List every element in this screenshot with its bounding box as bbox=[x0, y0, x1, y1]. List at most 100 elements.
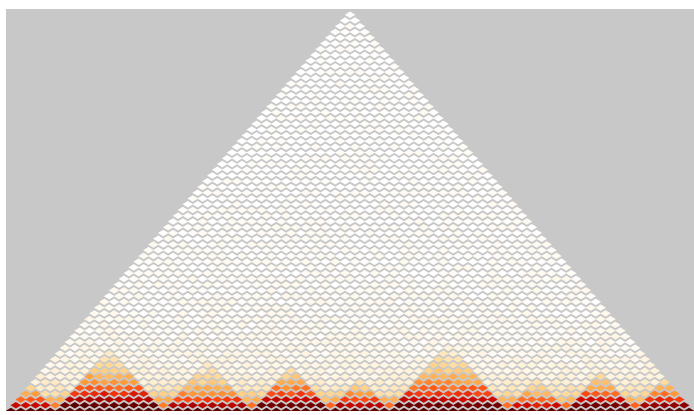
heatmap-cell bbox=[521, 218, 533, 225]
heatmap-cell bbox=[280, 384, 292, 392]
heatmap-cell bbox=[25, 384, 36, 392]
heatmap-cell bbox=[315, 379, 326, 386]
heatmap-cell bbox=[462, 298, 474, 306]
heatmap-cell bbox=[216, 229, 228, 237]
heatmap-cell bbox=[349, 97, 361, 105]
heatmap-cell bbox=[575, 304, 587, 311]
heatmap-cell bbox=[138, 401, 149, 409]
heatmap-cell bbox=[177, 344, 189, 352]
heatmap-cell bbox=[369, 246, 380, 254]
heatmap-cell bbox=[511, 229, 523, 237]
heatmap-cell bbox=[89, 310, 100, 317]
heatmap-cell bbox=[310, 86, 321, 93]
heatmap-cell bbox=[251, 120, 262, 128]
heatmap-cell bbox=[423, 126, 434, 133]
heatmap-cell bbox=[403, 275, 415, 283]
heatmap-cell bbox=[113, 304, 125, 311]
heatmap-cell bbox=[374, 126, 385, 133]
heatmap-cell bbox=[433, 206, 444, 214]
heatmap-cell bbox=[393, 241, 405, 248]
heatmap-cell bbox=[138, 264, 149, 271]
heatmap-cell bbox=[280, 292, 292, 300]
heatmap-cell bbox=[619, 367, 631, 375]
heatmap-cell bbox=[207, 195, 218, 202]
heatmap-cell bbox=[482, 390, 493, 398]
heatmap-cell bbox=[482, 183, 493, 191]
heatmap-cell bbox=[369, 281, 380, 288]
heatmap-cell bbox=[84, 338, 95, 346]
heatmap-cell bbox=[384, 287, 395, 294]
heatmap-cell bbox=[369, 74, 380, 82]
heatmap-cell bbox=[374, 344, 385, 352]
heatmap-cell bbox=[310, 109, 321, 116]
heatmap-cell bbox=[295, 310, 307, 317]
heatmap-cell bbox=[329, 212, 341, 220]
heatmap-cell bbox=[492, 229, 503, 237]
heatmap-cell bbox=[275, 195, 287, 202]
heatmap-cell bbox=[295, 252, 307, 260]
heatmap-cell bbox=[256, 287, 267, 294]
heatmap-cell bbox=[177, 264, 189, 271]
heatmap-cell bbox=[207, 183, 218, 191]
heatmap-cell bbox=[393, 379, 405, 386]
heatmap-cell bbox=[236, 298, 248, 306]
heatmap-cell bbox=[541, 379, 552, 386]
heatmap-cell bbox=[261, 155, 272, 162]
heatmap-cell bbox=[280, 407, 292, 411]
heatmap-cell bbox=[94, 338, 105, 346]
heatmap-cell bbox=[128, 344, 140, 352]
heatmap-cell bbox=[54, 361, 66, 369]
heatmap-cell bbox=[344, 183, 356, 191]
heatmap-cell bbox=[359, 281, 371, 288]
heatmap-cell bbox=[624, 338, 636, 346]
heatmap-cell bbox=[364, 149, 375, 156]
heatmap-cell bbox=[133, 361, 144, 369]
heatmap-cell bbox=[369, 223, 380, 231]
heatmap-cell bbox=[339, 28, 351, 36]
heatmap-cell bbox=[157, 264, 169, 271]
heatmap-cell bbox=[369, 132, 380, 139]
heatmap-cell bbox=[290, 212, 302, 220]
heatmap-cell bbox=[349, 269, 361, 277]
heatmap-cell bbox=[300, 189, 312, 197]
heatmap-cell bbox=[580, 287, 592, 294]
heatmap-cell bbox=[379, 132, 390, 139]
heatmap-cell bbox=[285, 379, 297, 386]
heatmap-cell bbox=[251, 269, 262, 277]
heatmap-cell bbox=[113, 384, 125, 392]
heatmap-cell bbox=[280, 212, 292, 220]
heatmap-cell bbox=[339, 350, 351, 357]
heatmap-cell bbox=[354, 218, 366, 225]
heatmap-cell bbox=[521, 367, 533, 375]
heatmap-cell bbox=[492, 218, 503, 225]
heatmap-cell bbox=[310, 51, 321, 59]
heatmap-cell bbox=[103, 338, 115, 346]
heatmap-cell bbox=[344, 310, 356, 317]
heatmap-cell bbox=[59, 379, 71, 386]
heatmap-cell bbox=[325, 379, 336, 386]
heatmap-cell bbox=[300, 155, 312, 162]
heatmap-cell bbox=[384, 57, 395, 64]
heatmap-cell bbox=[605, 327, 616, 334]
heatmap-cell bbox=[310, 235, 321, 242]
heatmap-cell bbox=[501, 401, 513, 409]
heatmap-cell bbox=[369, 269, 380, 277]
heatmap-cell bbox=[138, 252, 149, 260]
heatmap-cell bbox=[251, 258, 262, 265]
heatmap-cell bbox=[167, 229, 179, 237]
heatmap-cell bbox=[384, 321, 395, 329]
heatmap-cell bbox=[565, 338, 577, 346]
heatmap-cell bbox=[329, 120, 341, 128]
heatmap-cell bbox=[118, 401, 130, 409]
heatmap-cell bbox=[551, 321, 562, 329]
heatmap-cell bbox=[290, 155, 302, 162]
heatmap-cell bbox=[315, 206, 326, 214]
heatmap-cell bbox=[580, 356, 592, 363]
heatmap-cell bbox=[423, 183, 434, 191]
heatmap-cell bbox=[497, 235, 508, 242]
heatmap-cell bbox=[403, 310, 415, 317]
heatmap-cell bbox=[457, 269, 469, 277]
heatmap-cell bbox=[403, 264, 415, 271]
heatmap-cell bbox=[497, 223, 508, 231]
heatmap-cell bbox=[570, 298, 582, 306]
